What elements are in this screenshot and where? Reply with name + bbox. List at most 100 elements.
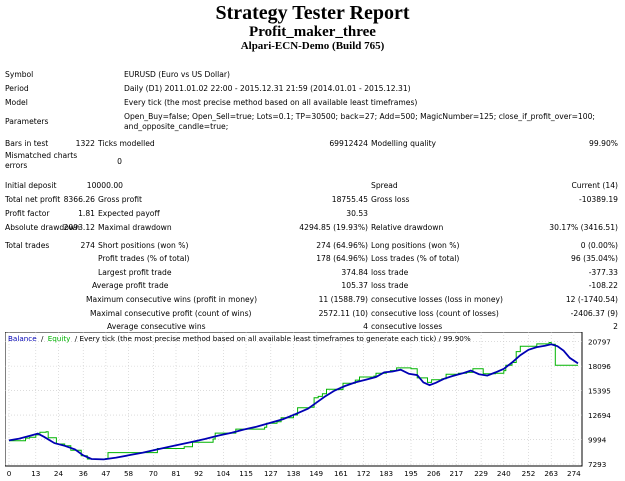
x-tick-label: 47 <box>101 469 110 478</box>
rel-dd-value: 30.17% (3416.51) <box>549 223 618 232</box>
profit-trades-label: Profit trades (% of total) <box>98 254 190 263</box>
short-value: 274 (64.96%) <box>316 241 368 250</box>
loss-trades-value: 96 (35.04%) <box>571 254 618 263</box>
max-cons-losses-value: 12 (-1740.54) <box>565 295 618 304</box>
parameters-label: Parameters <box>5 117 49 126</box>
x-tick-label: 24 <box>54 469 64 478</box>
mismatched-label-1: Mismatched charts <box>5 151 78 160</box>
mismatched-label-2: errors <box>5 161 28 170</box>
model-value: Every tick (the most precise method base… <box>124 98 418 107</box>
parameters-line1: Open_Buy=false; Open_Sell=true; Lots=0.1… <box>124 112 595 121</box>
avg-cons-losses-value: 2 <box>613 322 618 331</box>
quality-label: Modelling quality <box>371 139 437 148</box>
average-profit-label: Average profit trade <box>92 281 169 290</box>
net-profit-value: 8366.26 <box>63 195 95 204</box>
x-tick-label: 206 <box>427 469 441 478</box>
series-layer <box>8 342 579 461</box>
initial-deposit-value: 10000.00 <box>86 181 123 190</box>
x-tick-label: 115 <box>239 469 253 478</box>
maximal-cons-profit-value: 2572.11 (10) <box>318 309 368 318</box>
balance-equity-chart: 7293 9994 12694 15395 18096 20797 0 13 24 36 47 58… <box>5 332 611 478</box>
y-tick-label: 9994 <box>588 436 607 445</box>
x-tick-label: 70 <box>149 469 159 478</box>
x-tick-label: 104 <box>217 469 231 478</box>
x-axis: 0 13 24 36 47 58 70 81 92 104 115 127 138 149 161 172 18… <box>7 469 581 478</box>
maximal-cons-loss-value: -2406.37 (9) <box>570 309 618 318</box>
ticks-label: Ticks modelled <box>98 139 155 148</box>
maximal-cons-loss-label: consecutive loss (count of losses) <box>371 309 499 318</box>
bars-value: 1322 <box>75 139 95 148</box>
x-tick-label: 229 <box>474 469 488 478</box>
long-value: 0 (0.00%) <box>580 241 618 250</box>
gross-loss-label: Gross loss <box>371 195 410 204</box>
ticks-value: 69912424 <box>329 139 368 148</box>
loss-trades-label: Loss trades (% of total) <box>371 254 460 263</box>
x-tick-label: 263 <box>544 469 558 478</box>
legend-equity: Equity <box>48 334 71 343</box>
x-tick-label: 172 <box>357 469 371 478</box>
x-tick-label: 195 <box>404 469 418 478</box>
x-tick-label: 183 <box>379 469 393 478</box>
largest-profit-value: 374.84 <box>341 268 368 277</box>
x-tick-label: 81 <box>171 469 180 478</box>
bars-label: Bars in test <box>5 139 49 148</box>
server-build: Alpari-ECN-Demo (Build 765) <box>240 40 385 52</box>
symbol-label: Symbol <box>5 70 34 79</box>
y-tick-label: 18096 <box>588 362 611 371</box>
avg-cons-losses-label: consecutive losses <box>371 322 443 331</box>
max-dd-label: Maximal drawdown <box>98 223 172 232</box>
rel-dd-label: Relative drawdown <box>371 223 444 232</box>
x-tick-label: 127 <box>264 469 278 478</box>
y-tick-label: 7293 <box>588 460 606 469</box>
x-tick-label: 240 <box>497 469 511 478</box>
x-tick-label: 13 <box>31 469 40 478</box>
max-dd-value: 4294.85 (19.93%) <box>299 223 368 232</box>
max-cons-wins-label: Maximum consecutive wins (profit in mone… <box>86 295 258 304</box>
report-title: Strategy Tester Report <box>215 2 410 24</box>
largest-loss-label: loss trade <box>371 268 409 277</box>
total-trades-value: 274 <box>80 241 96 250</box>
balance-series-line <box>8 343 579 461</box>
legend-separator: / <box>41 334 44 343</box>
y-tick-label: 20797 <box>588 338 611 347</box>
parameters-line2: and_opposite_candle=true; <box>124 122 229 131</box>
quality-value: 99.90% <box>589 139 618 148</box>
avg-cons-wins-value: 4 <box>363 322 368 331</box>
profit-factor-label: Profit factor <box>5 209 50 218</box>
largest-profit-label: Largest profit trade <box>98 268 172 277</box>
expert-name: Profit_maker_three <box>249 24 376 40</box>
profit-trades-value: 178 (64.96%) <box>316 254 368 263</box>
y-tick-label: 15395 <box>588 387 611 396</box>
average-profit-value: 105.37 <box>341 281 368 290</box>
x-tick-label: 58 <box>124 469 134 478</box>
y-tick-label: 12694 <box>588 411 611 420</box>
x-tick-label: 149 <box>309 469 323 478</box>
spread-label: Spread <box>371 181 398 190</box>
y-axis: 7293 9994 12694 15395 18096 20797 <box>588 338 611 469</box>
short-label: Short positions (won %) <box>98 241 189 250</box>
svg-text:Balance / Equity /: Balance / Equity / Every tick (the most … <box>8 334 471 343</box>
gross-profit-value: 18755.45 <box>331 195 368 204</box>
x-tick-label: 161 <box>334 469 348 478</box>
equity-series-line <box>9 342 578 460</box>
x-tick-label: 274 <box>567 469 581 478</box>
net-profit-label: Total net profit <box>5 195 61 204</box>
legend-balance: Balance <box>8 334 37 343</box>
x-tick-label: 217 <box>450 469 464 478</box>
legend-description: / Every tick (the most precise method ba… <box>75 334 471 343</box>
initial-deposit-label: Initial deposit <box>5 181 57 190</box>
gross-profit-label: Gross profit <box>98 195 142 204</box>
average-loss-value: -108.22 <box>588 281 618 290</box>
x-tick-label: 252 <box>522 469 536 478</box>
maximal-cons-profit-label: Maximal consecutive profit (count of win… <box>90 309 252 318</box>
model-label: Model <box>5 98 28 107</box>
avg-cons-wins-label: Average consecutive wins <box>107 322 206 331</box>
period-label: Period <box>5 84 29 93</box>
period-value: Daily (D1) 2011.01.02 22:00 - 2015.12.31… <box>124 84 411 93</box>
expected-payoff-value: 30.53 <box>346 209 368 218</box>
x-tick-label: 92 <box>194 469 203 478</box>
profit-factor-value: 1.81 <box>78 209 95 218</box>
grid <box>5 332 582 466</box>
abs-dd-label: Absolute drawdown <box>5 223 80 232</box>
spread-value: Current (14) <box>571 181 618 190</box>
